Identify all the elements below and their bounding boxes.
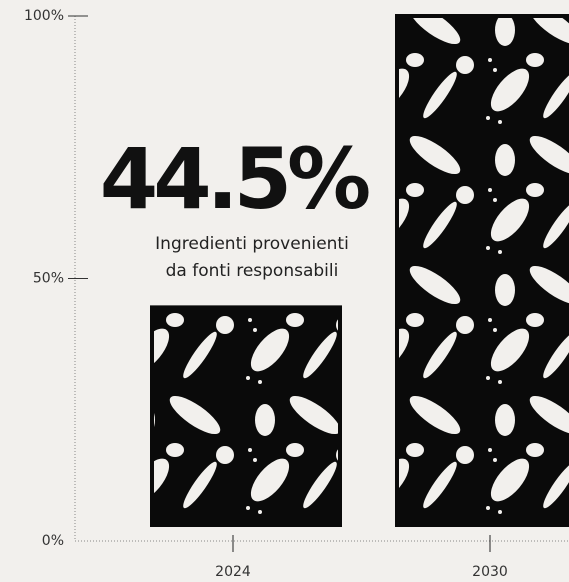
annotation: Ingredienti provenienti (155, 234, 349, 254)
y-tick-label: 100% (24, 8, 64, 24)
y-tick-label: 0% (42, 533, 64, 549)
annotation: da fonti responsabili (166, 261, 339, 281)
x-tick-label: 2030 (472, 564, 508, 580)
y-tick-label: 50% (33, 271, 64, 287)
value-label: 44.5% (100, 130, 369, 228)
bar (395, 14, 569, 527)
bar (150, 305, 342, 527)
x-tick-label: 2024 (215, 564, 251, 580)
